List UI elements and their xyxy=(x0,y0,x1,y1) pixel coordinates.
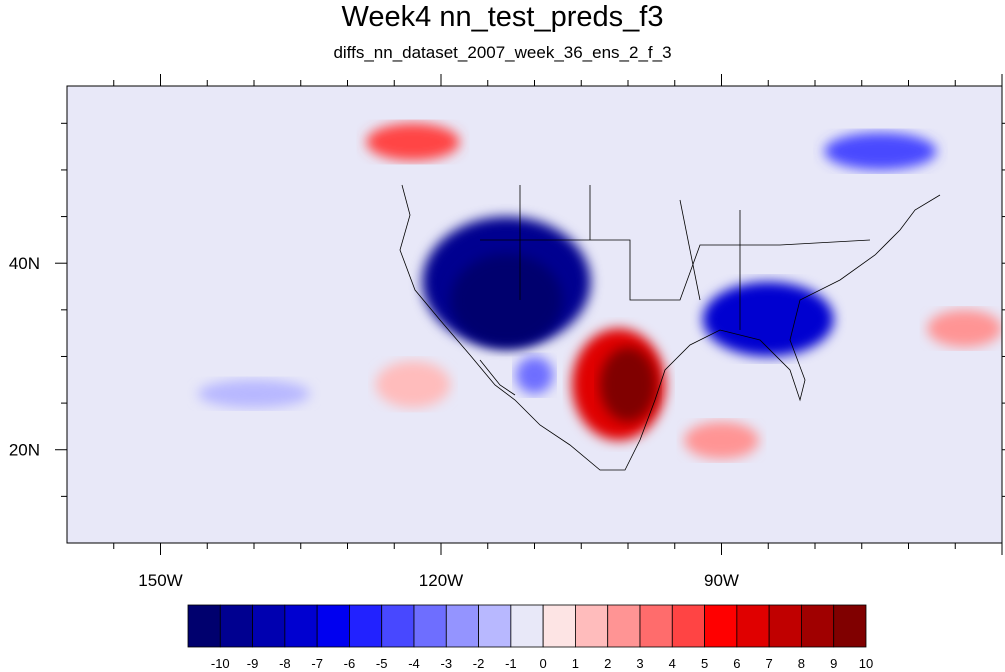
colorbar-swatch xyxy=(510,604,544,648)
anomaly-pacific-nw-positive xyxy=(366,123,460,161)
colorbar-swatch xyxy=(316,604,350,648)
colorbar-label: 5 xyxy=(701,656,708,671)
colorbar-label: 6 xyxy=(733,656,740,671)
anomaly-west-us-negative-core xyxy=(450,253,563,348)
colorbar-swatch xyxy=(671,604,705,648)
anomaly-atlantic-positive xyxy=(927,309,1002,348)
colorbar-label: -2 xyxy=(473,656,485,671)
x-tick-label: 150W xyxy=(138,571,182,590)
colorbar-swatch xyxy=(801,604,835,648)
y-tick-label: 40N xyxy=(9,254,40,273)
plot-subtitle: diffs_nn_dataset_2007_week_36_ens_2_f_3 xyxy=(333,43,672,62)
colorbar-swatch xyxy=(219,604,253,648)
colorbar-label: 9 xyxy=(830,656,837,671)
coastline-outline xyxy=(399,184,941,471)
anomaly-gulf-positive xyxy=(684,421,759,460)
anomaly-layer xyxy=(197,123,1002,460)
colorbar-swatch xyxy=(736,604,770,648)
anomaly-baja-negative xyxy=(515,356,554,394)
colorbar-swatch xyxy=(768,604,802,648)
colorbar-label: -9 xyxy=(247,656,259,671)
plot-title: Week4 nn_test_preds_f3 xyxy=(341,1,664,33)
colorbar-swatch xyxy=(349,604,383,648)
colorbar-label: 7 xyxy=(766,656,773,671)
colorbar-swatch xyxy=(833,604,867,648)
colorbar-label: 8 xyxy=(798,656,805,671)
colorbar-label: -6 xyxy=(344,656,356,671)
colorbar-swatch xyxy=(413,604,447,648)
x-tick-label: 90W xyxy=(704,571,739,590)
colorbar-swatch xyxy=(639,604,673,648)
anomaly-canada-east-negative xyxy=(824,132,937,170)
colorbar-swatch xyxy=(445,604,479,648)
anomaly-southeast-negative xyxy=(702,281,834,357)
colorbar-swatch xyxy=(478,604,512,648)
colorbar-label: -3 xyxy=(441,656,453,671)
anomaly-mexico-positive-core xyxy=(599,347,657,422)
x-tick-label: 120W xyxy=(419,571,463,590)
colorbar-label: 0 xyxy=(540,656,547,671)
colorbar-swatch xyxy=(252,604,286,648)
colorbar-swatch xyxy=(187,604,221,648)
colorbar-label: 2 xyxy=(604,656,611,671)
colorbar-label: -1 xyxy=(505,656,517,671)
colorbar-swatch xyxy=(704,604,738,648)
colorbar: -10 -9 -8 -7 -6 -5 -4 -3 -2 -1 0 1 2 3 4 5 6 7 8 9 10 xyxy=(187,604,873,671)
anomaly-pacific-negative xyxy=(197,379,311,408)
colorbar-swatch xyxy=(575,604,609,648)
colorbar-swatch xyxy=(381,604,415,648)
colorbar-swatch xyxy=(542,604,576,648)
colorbar-label: -7 xyxy=(311,656,323,671)
colorbar-label: 3 xyxy=(636,656,643,671)
anomaly-pacific-positive xyxy=(375,361,451,408)
colorbar-label: -4 xyxy=(408,656,420,671)
y-tick-label: 20N xyxy=(9,441,40,460)
colorbar-label: -5 xyxy=(376,656,388,671)
colorbar-swatch xyxy=(607,604,641,648)
colorbar-label: -10 xyxy=(211,656,230,671)
colorbar-label: 4 xyxy=(669,656,676,671)
colorbar-label: -8 xyxy=(279,656,291,671)
colorbar-swatch xyxy=(284,604,318,648)
axis-ticks: 150W 120W 90W 40N 20N xyxy=(9,74,1005,590)
colorbar-label: 1 xyxy=(572,656,579,671)
colorbar-label: 10 xyxy=(859,656,873,671)
